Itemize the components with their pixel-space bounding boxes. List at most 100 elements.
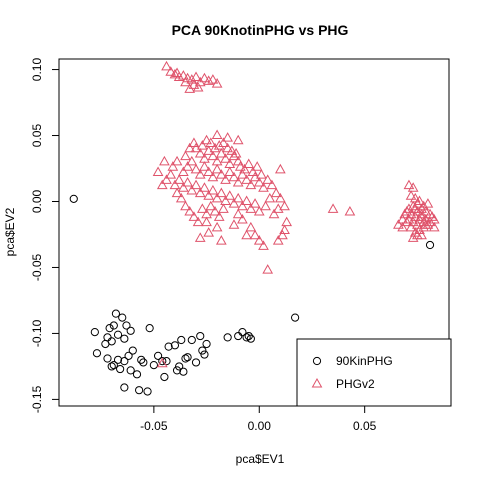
y-axis-label: pca$EV2 bbox=[3, 207, 17, 256]
point-phgv2 bbox=[245, 221, 257, 232]
point-90kinphg bbox=[175, 362, 184, 371]
point-phgv2 bbox=[228, 219, 240, 229]
point-phgv2 bbox=[188, 211, 200, 221]
point-phgv2 bbox=[184, 206, 196, 216]
point-90kinphg bbox=[198, 346, 207, 355]
point-phgv2 bbox=[422, 198, 434, 208]
point-phgv2 bbox=[418, 216, 430, 227]
point-90kinphg bbox=[116, 364, 125, 374]
point-90kinphg bbox=[177, 335, 186, 345]
data-points bbox=[69, 60, 440, 396]
point-phgv2 bbox=[232, 177, 244, 187]
legend-box bbox=[296, 338, 452, 407]
y-tick-label: 0.00 bbox=[30, 189, 44, 213]
point-phgv2 bbox=[211, 221, 223, 232]
point-phgv2 bbox=[190, 179, 202, 190]
legend: 90KinPHG PHGv2 bbox=[296, 338, 452, 407]
point-phgv2 bbox=[178, 166, 189, 176]
point-phgv2 bbox=[207, 74, 219, 84]
point-phgv2 bbox=[180, 76, 191, 87]
point-90kinphg bbox=[181, 354, 190, 363]
point-phgv2 bbox=[194, 147, 206, 158]
point-phgv2 bbox=[152, 166, 164, 176]
point-phgv2 bbox=[207, 184, 219, 195]
point-phgv2 bbox=[245, 179, 257, 190]
x-tick-label: -0.05 bbox=[140, 419, 168, 433]
point-phgv2 bbox=[159, 155, 170, 166]
point-phgv2 bbox=[207, 171, 219, 182]
point-phgv2 bbox=[407, 216, 419, 227]
point-phgv2 bbox=[175, 192, 187, 203]
point-90kinphg bbox=[170, 341, 180, 350]
legend-label-phgv2: PHGv2 bbox=[336, 377, 375, 391]
point-phgv2 bbox=[215, 147, 227, 158]
point-phgv2 bbox=[196, 203, 208, 213]
point-phgv2 bbox=[211, 78, 223, 88]
point-phgv2 bbox=[245, 203, 257, 213]
point-90kinphg bbox=[69, 194, 78, 203]
point-phgv2 bbox=[418, 200, 430, 211]
point-phgv2 bbox=[165, 169, 177, 179]
y-tick-label: 0.05 bbox=[30, 124, 44, 148]
point-phgv2 bbox=[397, 221, 408, 232]
point-phgv2 bbox=[228, 198, 240, 208]
point-phgv2 bbox=[209, 206, 221, 216]
point-phgv2 bbox=[270, 187, 282, 198]
point-phgv2 bbox=[407, 182, 419, 192]
point-phgv2 bbox=[247, 166, 259, 176]
point-phgv2 bbox=[218, 137, 229, 147]
point-phgv2 bbox=[215, 187, 227, 198]
point-phgv2 bbox=[416, 211, 427, 221]
point-phgv2 bbox=[169, 68, 181, 79]
point-phgv2 bbox=[182, 177, 193, 187]
point-phgv2 bbox=[201, 134, 212, 145]
point-phgv2 bbox=[205, 200, 217, 211]
point-phgv2 bbox=[403, 179, 415, 190]
point-90kinphg bbox=[149, 360, 158, 370]
point-phgv2 bbox=[241, 229, 252, 240]
point-phgv2 bbox=[416, 229, 427, 240]
point-90kinphg bbox=[132, 370, 142, 379]
point-phgv2 bbox=[268, 208, 280, 219]
point-90kinphg bbox=[191, 358, 201, 367]
point-phgv2 bbox=[414, 213, 425, 224]
legend-label-90kinphg: 90KinPHG bbox=[336, 354, 393, 368]
point-phgv2 bbox=[180, 150, 191, 161]
point-phgv2 bbox=[203, 75, 215, 85]
point-90kinphg bbox=[183, 353, 192, 362]
point-phgv2 bbox=[281, 216, 293, 227]
point-phgv2 bbox=[407, 232, 419, 242]
point-90kinphg bbox=[179, 367, 188, 376]
point-90kinphg bbox=[120, 383, 129, 392]
point-90kinphg bbox=[196, 331, 205, 341]
point-phgv2 bbox=[405, 190, 417, 200]
point-phgv2 bbox=[224, 190, 236, 200]
point-phgv2 bbox=[188, 137, 200, 147]
point-phgv2 bbox=[190, 163, 202, 174]
point-phgv2 bbox=[264, 192, 276, 203]
point-phgv2 bbox=[232, 192, 244, 203]
point-phgv2 bbox=[412, 219, 423, 229]
point-phgv2 bbox=[211, 129, 223, 140]
point-phgv2 bbox=[272, 235, 284, 245]
point-phgv2 bbox=[184, 83, 196, 93]
point-phgv2 bbox=[169, 179, 181, 190]
point-phgv2 bbox=[211, 192, 223, 203]
chart-title: PCA 90KnotinPHG vs PHG bbox=[172, 22, 349, 38]
point-90kinphg bbox=[113, 355, 123, 364]
point-90kinphg bbox=[124, 351, 133, 360]
point-phgv2 bbox=[194, 187, 206, 198]
point-phgv2 bbox=[228, 171, 240, 182]
point-phgv2 bbox=[426, 211, 438, 221]
point-90kinphg bbox=[172, 366, 182, 375]
point-phgv2 bbox=[272, 203, 284, 213]
point-phgv2 bbox=[258, 240, 269, 250]
point-phgv2 bbox=[241, 195, 252, 205]
point-phgv2 bbox=[222, 142, 234, 153]
point-phgv2 bbox=[237, 200, 248, 211]
point-phgv2 bbox=[192, 82, 204, 92]
point-phgv2 bbox=[403, 203, 415, 213]
point-90kinphg bbox=[90, 328, 99, 337]
point-phgv2 bbox=[228, 150, 240, 161]
point-phgv2 bbox=[224, 166, 236, 176]
